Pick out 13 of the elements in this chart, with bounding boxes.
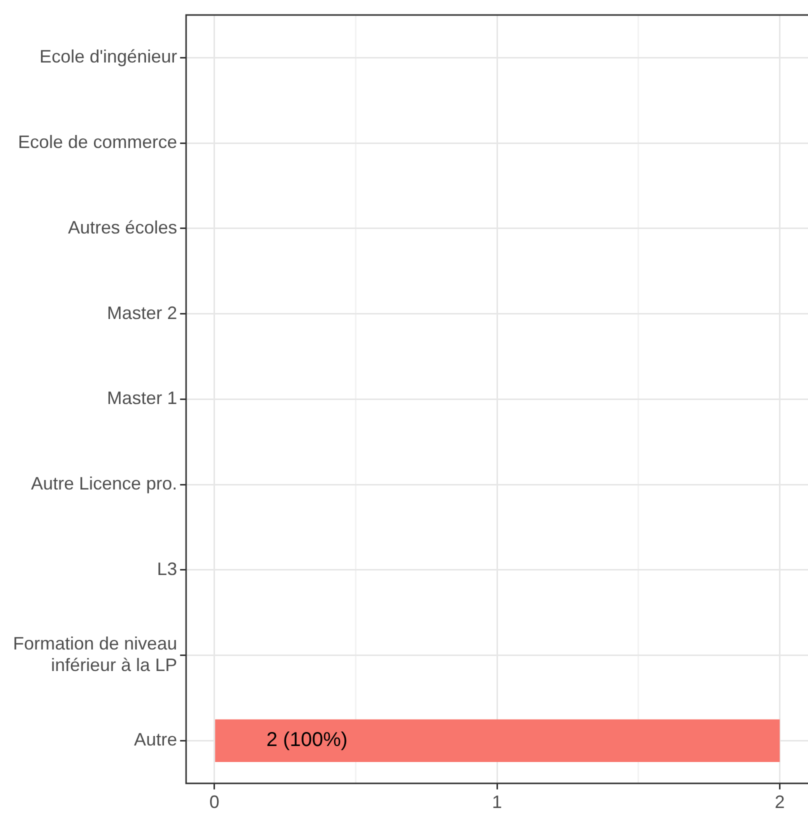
- y-tick-label: L3: [157, 558, 178, 579]
- y-tick-label: Master 2: [107, 302, 178, 323]
- x-tick-label: 2: [774, 792, 785, 812]
- x-tick-label: 1: [492, 792, 502, 812]
- x-tick-label: 0: [209, 792, 220, 812]
- y-tick-label: Formation de niveau inférieur à la LP: [13, 634, 178, 676]
- y-tick-label: Autres écoles: [68, 217, 178, 238]
- y-tick-label: Ecole d'ingénieur: [40, 46, 178, 67]
- y-tick-label: Master 1: [107, 388, 178, 408]
- y-tick-label: Ecole de commerce: [18, 132, 178, 152]
- y-tick-label: Autre Licence pro.: [31, 474, 178, 494]
- y-tick-label: Autre: [134, 730, 178, 750]
- data-label: 2 (100%): [266, 729, 348, 752]
